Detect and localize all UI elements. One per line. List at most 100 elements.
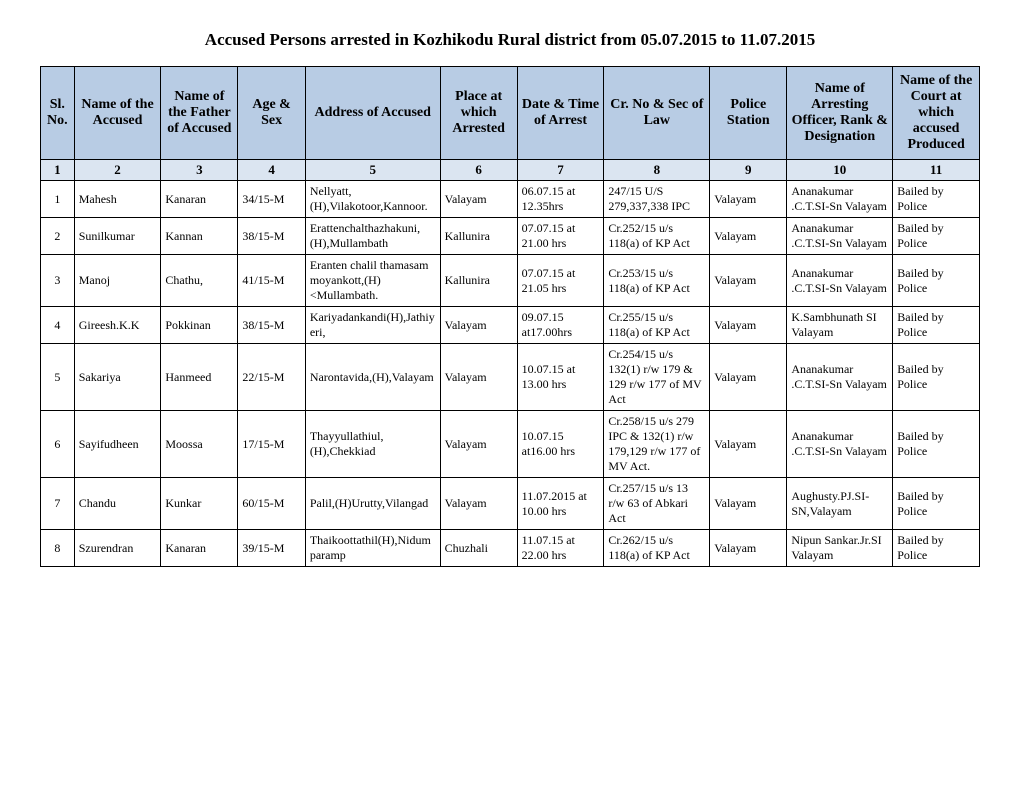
colnum-7: 7 (517, 160, 604, 181)
cell-father: Hanmeed (161, 344, 238, 411)
cell-dt: 11.07.2015 at 10.00 hrs (517, 478, 604, 530)
cell-place: Kallunira (440, 218, 517, 255)
cell-age: 34/15-M (238, 181, 305, 218)
cell-addr: Narontavida,(H),Valayam (305, 344, 440, 411)
cell-place: Chuzhali (440, 530, 517, 567)
cell-sl: 1 (41, 181, 75, 218)
cell-sl: 6 (41, 411, 75, 478)
cell-father: Kanaran (161, 530, 238, 567)
cell-ps: Valayam (710, 307, 787, 344)
cell-sl: 7 (41, 478, 75, 530)
cell-court: Bailed by Police (893, 530, 980, 567)
colnum-10: 10 (787, 160, 893, 181)
table-row: 1MaheshKanaran34/15-MNellyatt,(H),Vilako… (41, 181, 980, 218)
colnum-5: 5 (305, 160, 440, 181)
colnum-6: 6 (440, 160, 517, 181)
cell-court: Bailed by Police (893, 307, 980, 344)
cell-age: 38/15-M (238, 218, 305, 255)
colnum-11: 11 (893, 160, 980, 181)
cell-cr: Cr.252/15 u/s 118(a) of KP Act (604, 218, 710, 255)
cell-off: Ananakumar .C.T.SI-Sn Valayam (787, 344, 893, 411)
cell-cr: Cr.258/15 u/s 279 IPC & 132(1) r/w 179,1… (604, 411, 710, 478)
cell-sl: 2 (41, 218, 75, 255)
colnum-1: 1 (41, 160, 75, 181)
cell-age: 38/15-M (238, 307, 305, 344)
col-father: Name of the Father of Accused (161, 67, 238, 160)
cell-off: Aughusty.PJ.SI-SN,Valayam (787, 478, 893, 530)
cell-place: Valayam (440, 478, 517, 530)
header-row: Sl. No. Name of the Accused Name of the … (41, 67, 980, 160)
table-row: 7ChanduKunkar60/15-MPalil,(H)Urutty,Vila… (41, 478, 980, 530)
table-row: 2SunilkumarKannan38/15-MErattenchalthazh… (41, 218, 980, 255)
cell-name: Manoj (74, 255, 161, 307)
cell-dt: 07.07.15 at 21.05 hrs (517, 255, 604, 307)
col-place: Place at which Arrested (440, 67, 517, 160)
cell-off: Ananakumar .C.T.SI-Sn Valayam (787, 218, 893, 255)
cell-age: 39/15-M (238, 530, 305, 567)
cell-ps: Valayam (710, 478, 787, 530)
cell-court: Bailed by Police (893, 344, 980, 411)
cell-place: Valayam (440, 307, 517, 344)
cell-father: Chathu, (161, 255, 238, 307)
cell-age: 60/15-M (238, 478, 305, 530)
cell-place: Valayam (440, 181, 517, 218)
cell-name: Gireesh.K.K (74, 307, 161, 344)
cell-father: Kunkar (161, 478, 238, 530)
cell-off: Ananakumar .C.T.SI-Sn Valayam (787, 255, 893, 307)
cell-cr: Cr.257/15 u/s 13 r/w 63 of Abkari Act (604, 478, 710, 530)
cell-sl: 3 (41, 255, 75, 307)
col-slno: Sl. No. (41, 67, 75, 160)
cell-father: Kannan (161, 218, 238, 255)
cell-name: Sunilkumar (74, 218, 161, 255)
cell-court: Bailed by Police (893, 218, 980, 255)
cell-place: Valayam (440, 411, 517, 478)
cell-ps: Valayam (710, 530, 787, 567)
header-num-row: 1 2 3 4 5 6 7 8 9 10 11 (41, 160, 980, 181)
col-station: Police Station (710, 67, 787, 160)
cell-dt: 11.07.15 at 22.00 hrs (517, 530, 604, 567)
col-address: Address of Accused (305, 67, 440, 160)
table-row: 5SakariyaHanmeed22/15-MNarontavida,(H),V… (41, 344, 980, 411)
cell-sl: 5 (41, 344, 75, 411)
cell-ps: Valayam (710, 181, 787, 218)
cell-ps: Valayam (710, 344, 787, 411)
cell-place: Kallunira (440, 255, 517, 307)
cell-cr: Cr.254/15 u/s 132(1) r/w 179 & 129 r/w 1… (604, 344, 710, 411)
cell-name: Sayifudheen (74, 411, 161, 478)
cell-ps: Valayam (710, 411, 787, 478)
cell-father: Kanaran (161, 181, 238, 218)
cell-age: 22/15-M (238, 344, 305, 411)
colnum-8: 8 (604, 160, 710, 181)
cell-father: Pokkinan (161, 307, 238, 344)
cell-ps: Valayam (710, 255, 787, 307)
col-name: Name of the Accused (74, 67, 161, 160)
colnum-9: 9 (710, 160, 787, 181)
table-row: 3ManojChathu,41/15-MEranten chalil thama… (41, 255, 980, 307)
cell-court: Bailed by Police (893, 478, 980, 530)
cell-sl: 4 (41, 307, 75, 344)
cell-off: Nipun Sankar.Jr.SI Valayam (787, 530, 893, 567)
cell-cr: Cr.262/15 u/s 118(a) of KP Act (604, 530, 710, 567)
col-crno: Cr. No & Sec of Law (604, 67, 710, 160)
cell-sl: 8 (41, 530, 75, 567)
colnum-3: 3 (161, 160, 238, 181)
cell-addr: Thayyullathiul,(H),Chekkiad (305, 411, 440, 478)
cell-name: Chandu (74, 478, 161, 530)
table-row: 4Gireesh.K.KPokkinan38/15-MKariyadankand… (41, 307, 980, 344)
table-body: 1MaheshKanaran34/15-MNellyatt,(H),Vilako… (41, 181, 980, 567)
cell-ps: Valayam (710, 218, 787, 255)
cell-age: 41/15-M (238, 255, 305, 307)
col-officer: Name of Arresting Officer, Rank & Design… (787, 67, 893, 160)
cell-off: Ananakumar .C.T.SI-Sn Valayam (787, 181, 893, 218)
cell-dt: 10.07.15 at16.00 hrs (517, 411, 604, 478)
cell-cr: 247/15 U/S 279,337,338 IPC (604, 181, 710, 218)
cell-court: Bailed by Police (893, 181, 980, 218)
col-datetime: Date & Time of Arrest (517, 67, 604, 160)
col-court: Name of the Court at which accused Produ… (893, 67, 980, 160)
cell-name: Szurendran (74, 530, 161, 567)
cell-dt: 06.07.15 at 12.35hrs (517, 181, 604, 218)
table-row: 8SzurendranKanaran39/15-MThaikoottathil(… (41, 530, 980, 567)
cell-father: Moossa (161, 411, 238, 478)
cell-addr: Palil,(H)Urutty,Vilangad (305, 478, 440, 530)
cell-name: Sakariya (74, 344, 161, 411)
